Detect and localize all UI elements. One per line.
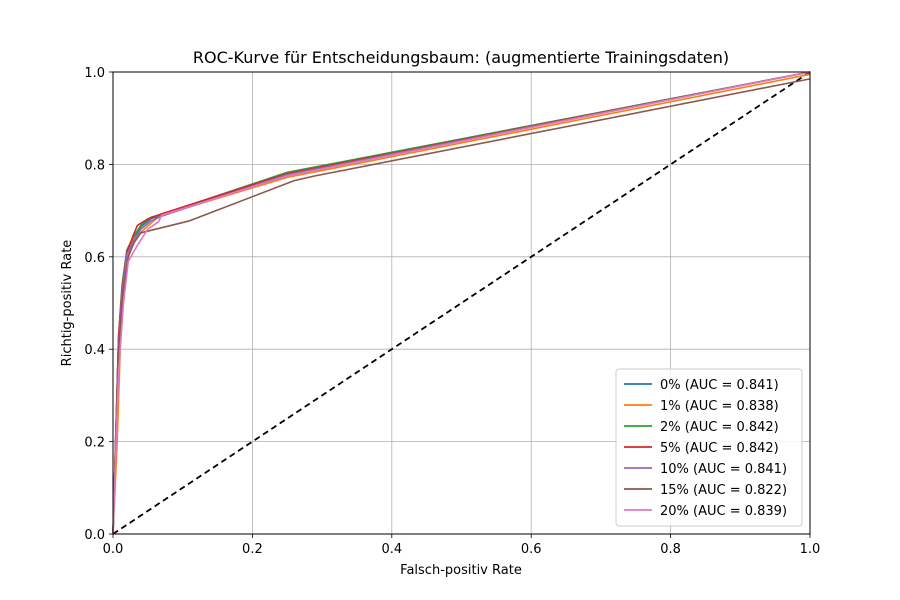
x-tick-label: 1.0 — [800, 542, 821, 557]
legend-label: 1% (AUC = 0.838) — [660, 399, 779, 414]
roc-line-20pct — [112, 71, 811, 535]
plot-frame — [112, 71, 811, 535]
series-layer — [112, 71, 811, 535]
legend-label: 15% (AUC = 0.822) — [660, 483, 787, 498]
y-tick-label: 1.0 — [84, 66, 105, 81]
legend-label: 2% (AUC = 0.842) — [660, 420, 779, 435]
legend-label: 0% (AUC = 0.841) — [660, 378, 779, 393]
legend-label: 5% (AUC = 0.842) — [660, 441, 779, 456]
y-tick-label: 0.0 — [84, 528, 105, 543]
roc-line-15pct — [112, 78, 811, 535]
legend-box — [615, 368, 803, 527]
y-tick-label: 0.4 — [84, 343, 105, 358]
x-tick-label: 0.4 — [381, 542, 402, 557]
y-tick-label: 0.6 — [84, 251, 105, 266]
x-axis-label: Falsch-positiv Rate — [400, 563, 522, 578]
chart-title: ROC-Kurve für Entscheidungsbaum: (augmen… — [193, 48, 729, 67]
x-tick-label: 0.6 — [521, 542, 542, 557]
legend: 0% (AUC = 0.841) 1% (AUC = 0.838) 2% (AUC … — [615, 368, 803, 527]
x-tick-label: 0.2 — [242, 542, 263, 557]
tick-layer: 0.0 0.2 0.4 0.6 0.8 1.0 0.0 0.2 0.4 0.6 0.8 1.0 — [84, 66, 820, 557]
x-tick-label: 0.0 — [103, 542, 124, 557]
legend-label: 20% (AUC = 0.839) — [660, 504, 787, 519]
legend-label: 10% (AUC = 0.841) — [660, 462, 787, 477]
y-tick-label: 0.8 — [84, 158, 105, 173]
y-axis-label: Richtig-positiv Rate — [60, 240, 75, 367]
y-tick-label: 0.2 — [84, 436, 105, 451]
x-tick-label: 0.8 — [660, 542, 681, 557]
